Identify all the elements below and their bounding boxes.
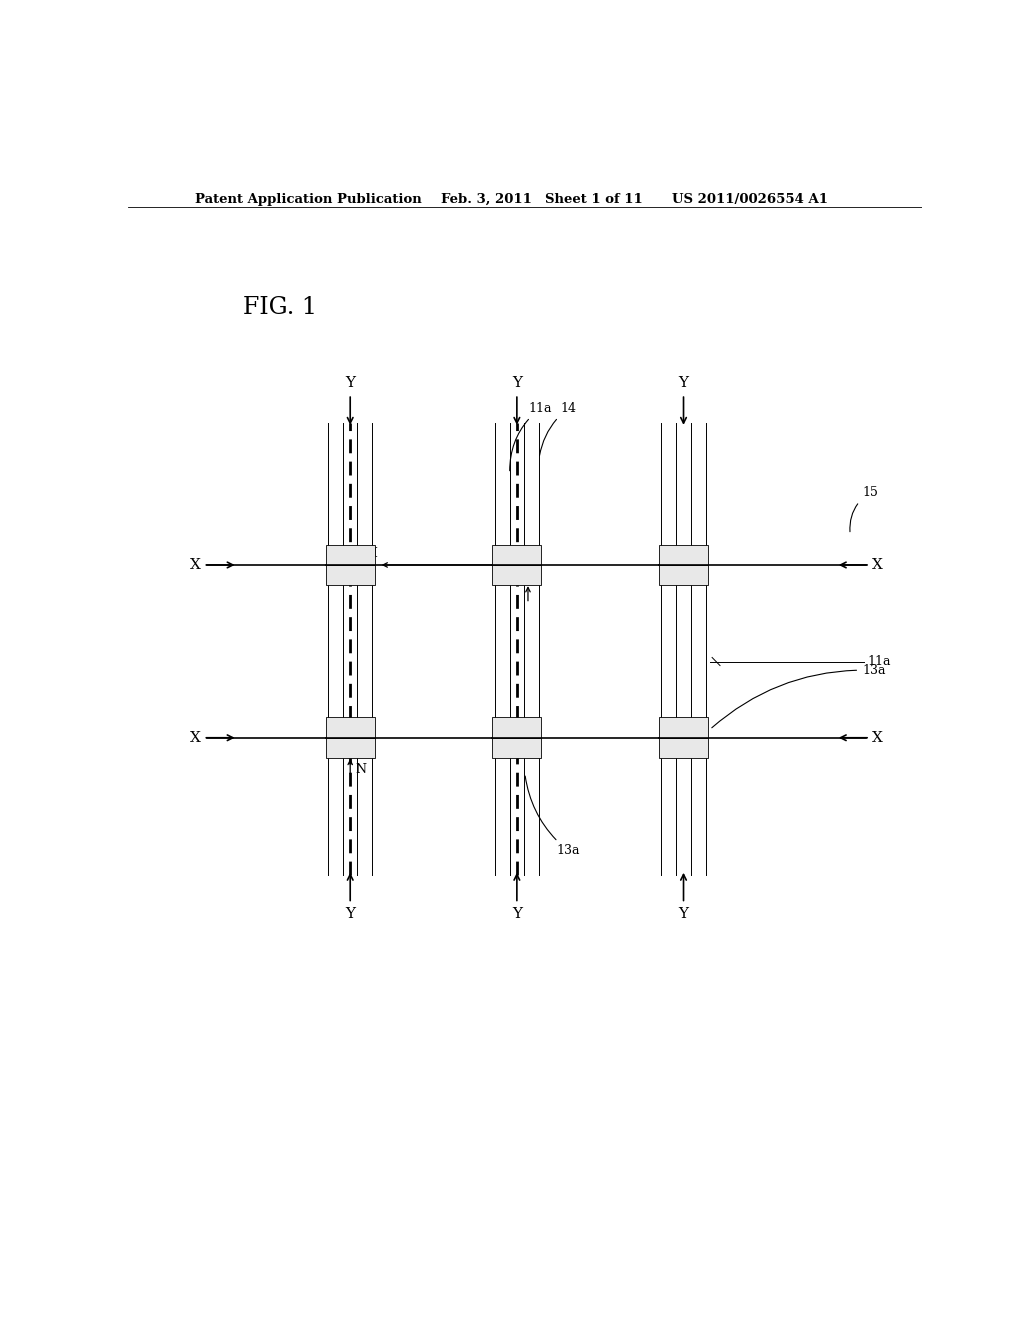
Bar [658,718,709,738]
Text: X: X [190,558,201,572]
Text: L: L [532,546,541,560]
Bar [658,545,709,565]
Text: Y: Y [679,907,688,921]
Text: Y: Y [679,376,688,391]
Text: X: X [190,731,201,744]
Bar [493,718,542,738]
Text: Y: Y [345,376,355,391]
Text: Y: Y [345,907,355,921]
Text: FIG. 1: FIG. 1 [243,296,317,318]
Bar [493,545,542,565]
Text: M: M [365,546,377,560]
Text: Y: Y [512,907,522,921]
Text: 13a: 13a [525,776,580,858]
Text: Sheet 1 of 11: Sheet 1 of 11 [545,193,642,206]
Text: 13a: 13a [712,664,886,727]
Text: 11a: 11a [510,401,552,471]
Text: X: X [872,731,884,744]
Bar [658,565,709,585]
Text: Y: Y [512,376,522,391]
Bar [493,738,542,758]
Text: US 2011/0026554 A1: US 2011/0026554 A1 [672,193,827,206]
Text: Feb. 3, 2011: Feb. 3, 2011 [441,193,532,206]
Text: 11a: 11a [867,655,891,668]
Text: X: X [872,558,884,572]
Bar [326,565,375,585]
Bar [326,545,375,565]
Bar [493,565,542,585]
Text: N: N [355,763,366,776]
Text: 15: 15 [850,486,878,532]
Bar [326,738,375,758]
Text: Patent Application Publication: Patent Application Publication [196,193,422,206]
Bar [326,718,375,738]
Text: 14: 14 [540,401,577,455]
Bar [658,738,709,758]
